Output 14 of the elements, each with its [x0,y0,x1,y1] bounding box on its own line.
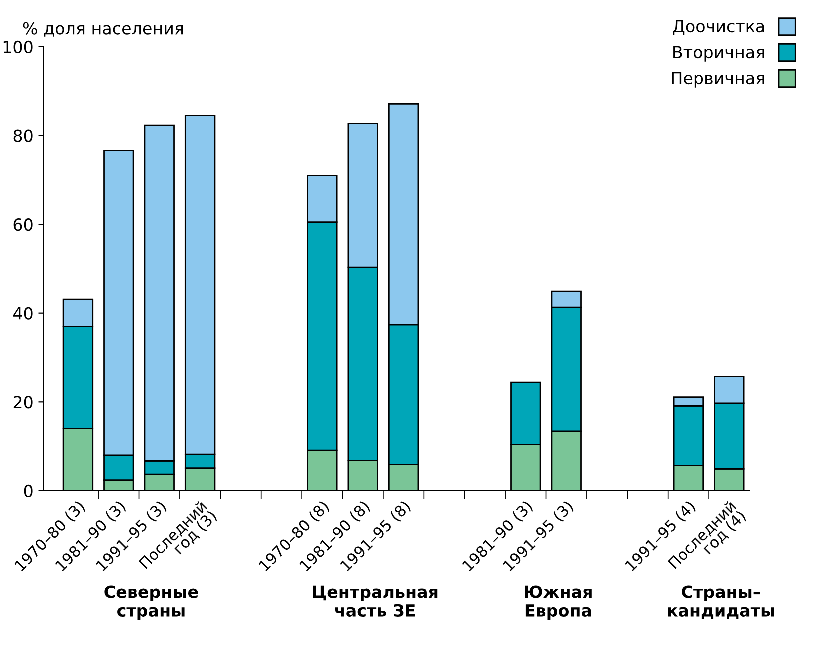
text: Северные страны [104,586,198,620]
y-axis-title: % доля населения [23,22,184,37]
legend-label: Первичная [672,72,764,88]
y-tick-label: 20 [14,396,33,409]
text: Страны– кандидаты [668,586,774,620]
y-tick-label: 0 [24,484,33,498]
y-tick-label: 100 [4,40,33,54]
y-tick-label: 40 [14,307,33,320]
legend-label: Доочистка [673,20,764,36]
y-tick-label: 60 [14,218,33,232]
text: Центральная часть ЗЕ [313,586,438,617]
legend-label: Вторичная [674,46,764,62]
text: Южная Европа [525,586,592,620]
y-tick-label: 80 [14,130,33,142]
